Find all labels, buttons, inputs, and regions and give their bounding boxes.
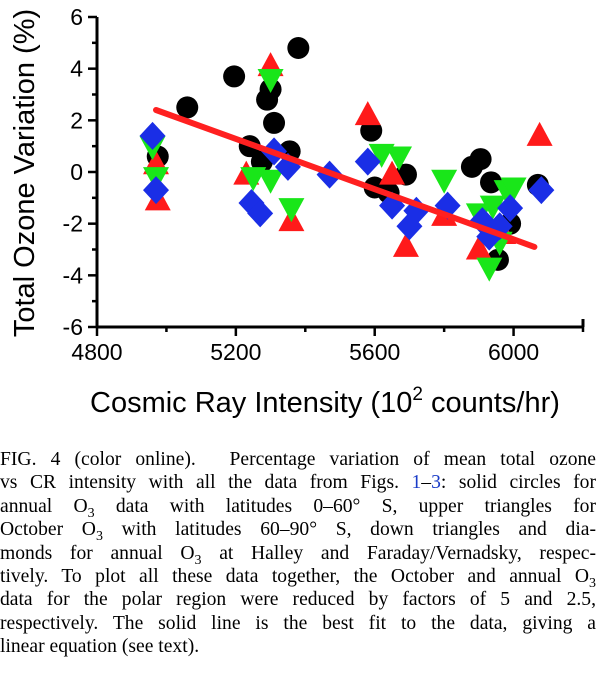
chart-marks xyxy=(139,37,555,282)
triangle-up-marker xyxy=(526,121,553,146)
diamond-marker xyxy=(354,147,381,176)
circle-marker xyxy=(263,111,286,134)
diamond-marker xyxy=(497,194,524,223)
caption-text: monds for annual O xyxy=(0,542,195,564)
triangle-up-marker xyxy=(354,101,381,126)
triangle-up-marker xyxy=(379,160,406,185)
y-tick-label: 4 xyxy=(70,56,83,82)
triangle-down-marker xyxy=(257,69,284,93)
caption-text: data with latitudes 0–60° S, upper trian… xyxy=(94,495,596,517)
circle-marker xyxy=(469,148,492,171)
subscript: 3 xyxy=(95,529,103,545)
circle-marker xyxy=(360,119,383,142)
triangle-down-marker xyxy=(257,169,284,194)
figure-reference[interactable]: 1 xyxy=(411,472,422,494)
circle-marker xyxy=(223,65,246,88)
caption-text: FIG. 4 (color online). Percentage variat… xyxy=(0,449,596,470)
caption-text: at Halley and Faraday/Vernadsky, respec- xyxy=(201,542,596,564)
caption-line: monds for annual O3 at Halley and Farada… xyxy=(0,542,596,568)
x-tick-label: 5600 xyxy=(349,339,400,365)
triangle-down-marker xyxy=(500,177,527,202)
y-tick-label: -4 xyxy=(63,262,84,288)
caption-text: October O xyxy=(0,519,96,541)
circle-marker xyxy=(287,37,310,59)
circle-marker xyxy=(176,96,199,119)
triangle-up-marker xyxy=(392,232,419,257)
caption-text: : solid circles for xyxy=(440,472,596,494)
y-tick-label: 2 xyxy=(70,107,83,133)
triangle-down-marker xyxy=(278,198,305,223)
caption-text: linear equation (see text). xyxy=(0,636,200,658)
triangle-down-marker xyxy=(386,146,413,171)
triangle-up-marker xyxy=(465,235,492,260)
diamond-marker xyxy=(247,199,274,228)
caption-line: annual O3 data with latitudes 0–60° S, u… xyxy=(0,495,596,521)
subscript: 3 xyxy=(194,552,202,568)
caption-line: linear equation (see text). xyxy=(0,635,596,658)
y-tick-label: -6 xyxy=(63,314,83,340)
x-axis-label-tail: counts/hr) xyxy=(423,387,560,419)
caption-line: respectively. The solid line is the best… xyxy=(0,612,596,635)
caption-text: data for the polar region were reduced b… xyxy=(0,589,596,611)
y-axis-label: Total Ozone Variation (%) xyxy=(9,9,41,337)
caption-text: tively. To plot all these data together,… xyxy=(0,566,589,588)
diamond-marker xyxy=(139,121,166,150)
caption-text: with latitudes 60–90° S, down triangles … xyxy=(102,519,596,541)
diamond-marker xyxy=(143,176,170,205)
x-axis-label-main: Cosmic Ray Intensity (10 xyxy=(90,387,412,419)
figure-caption: FIG. 4 (color online). Percentage variat… xyxy=(0,448,596,659)
x-axis-label-sup: 2 xyxy=(412,384,423,405)
circle-marker xyxy=(480,171,503,194)
x-axis-label: Cosmic Ray Intensity (102 counts/hr) xyxy=(90,384,560,419)
caption-text: annual O xyxy=(0,495,88,517)
diamond-marker xyxy=(528,176,555,205)
caption-text: vs CR intensity with all the data from F… xyxy=(0,472,412,494)
subscript: 3 xyxy=(589,575,596,591)
x-tick-label: 5200 xyxy=(210,339,261,365)
triangle-down-marker xyxy=(431,169,458,194)
caption-line: FIG. 4 (color online). Percentage variat… xyxy=(0,448,596,471)
figure-reference[interactable]: 3 xyxy=(431,472,441,494)
caption-line: data for the polar region were reduced b… xyxy=(0,588,596,611)
x-tick-label: 4800 xyxy=(71,339,122,365)
caption-line: tively. To plot all these data together,… xyxy=(0,565,596,591)
caption-text: respectively. The solid line is the best… xyxy=(0,612,596,634)
fit-line xyxy=(153,107,538,250)
caption-text: – xyxy=(421,472,432,494)
caption-line: October O3 with latitudes 60–90° S, down… xyxy=(0,518,596,545)
caption-line: vs CR intensity with all the data from F… xyxy=(0,471,596,494)
fit-line-group xyxy=(153,107,538,250)
y-tick-label: 6 xyxy=(70,4,83,30)
subscript: 3 xyxy=(87,505,95,521)
triangle-down-marker xyxy=(479,195,506,220)
triangle-down-marker xyxy=(476,257,503,282)
y-tick-label: 0 xyxy=(70,159,83,185)
y-tick-label: -2 xyxy=(63,211,83,237)
x-tick-label: 6000 xyxy=(488,339,539,365)
